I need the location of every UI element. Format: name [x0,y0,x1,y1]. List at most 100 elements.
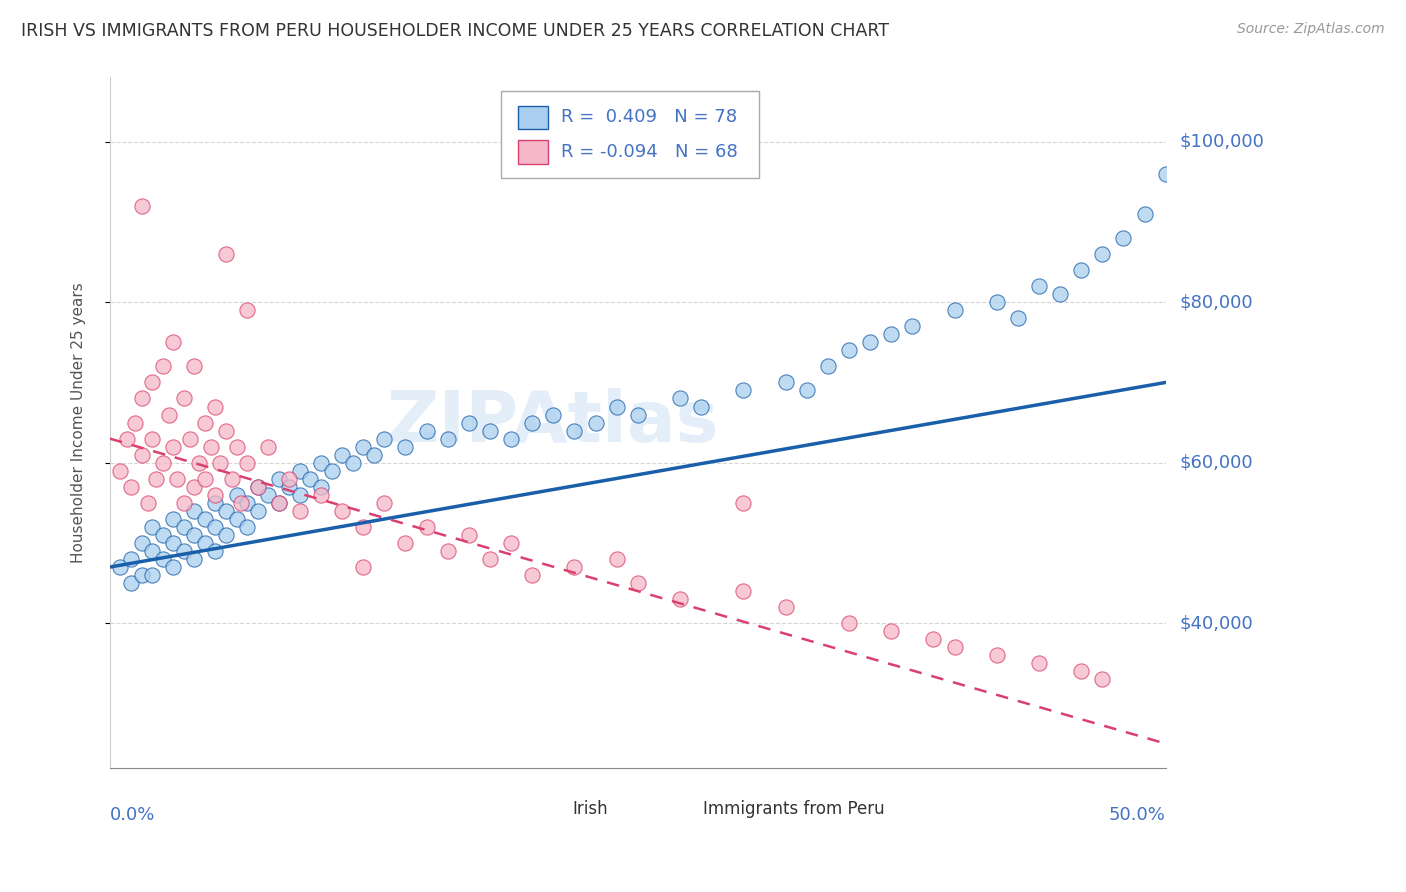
Point [267,496,290,510]
Point [162,536,184,550]
Point [157,408,180,422]
Point [352,440,374,454]
Point [288,488,311,502]
Point [204,400,226,414]
Point [880,327,903,342]
Point [796,384,818,398]
Point [1028,279,1050,293]
Point [208,456,231,470]
Point [478,424,501,438]
Point [257,488,280,502]
Point [330,448,353,462]
Text: $100,000: $100,000 [1180,133,1264,151]
Point [225,488,247,502]
Point [457,416,479,430]
Point [278,480,301,494]
Point [204,496,226,510]
Point [627,408,650,422]
Point [183,359,205,374]
Point [669,592,692,607]
Point [278,472,301,486]
Point [204,520,226,534]
Point [585,416,607,430]
Point [215,424,238,438]
Point [394,440,416,454]
Point [1049,287,1071,301]
Point [564,424,586,438]
Point [733,384,755,398]
Point [204,488,226,502]
Point [690,400,713,414]
Point [564,560,586,574]
Point [145,472,167,486]
Text: $60,000: $60,000 [1180,454,1253,472]
Point [1091,673,1114,687]
Point [229,496,252,510]
Point [236,496,259,510]
Point [236,456,259,470]
FancyBboxPatch shape [675,801,697,819]
Point [1091,247,1114,261]
Point [166,472,188,486]
Point [173,544,195,558]
Point [187,456,209,470]
Point [131,392,153,406]
Point [162,440,184,454]
Point [141,376,163,390]
Point [225,440,247,454]
Point [457,528,479,542]
Point [838,616,860,631]
Point [415,424,437,438]
Text: Source: ZipAtlas.com: Source: ZipAtlas.com [1237,22,1385,37]
Point [880,624,903,639]
Point [901,319,924,334]
Point [120,576,142,591]
Point [225,512,247,526]
Point [859,335,882,350]
Point [152,359,174,374]
Text: IRISH VS IMMIGRANTS FROM PERU HOUSEHOLDER INCOME UNDER 25 YEARS CORRELATION CHAR: IRISH VS IMMIGRANTS FROM PERU HOUSEHOLDE… [21,22,889,40]
Point [162,335,184,350]
Point [543,408,565,422]
Point [194,536,217,550]
Point [733,584,755,599]
Point [162,560,184,574]
Point [131,199,153,213]
Point [246,504,269,518]
Point [267,496,290,510]
Point [309,488,332,502]
Point [394,536,416,550]
Point [152,456,174,470]
Point [627,576,650,591]
Point [221,472,243,486]
Point [352,560,374,574]
Point [173,392,195,406]
Point [943,640,966,655]
Point [173,496,195,510]
Point [141,568,163,582]
Text: Irish: Irish [572,800,607,818]
Point [246,480,269,494]
Point [136,496,159,510]
FancyBboxPatch shape [519,106,548,129]
Point [373,432,395,446]
FancyBboxPatch shape [543,801,567,819]
Point [330,504,353,518]
Point [173,520,195,534]
Point [215,504,238,518]
Point [267,472,290,486]
Point [363,448,385,462]
Point [817,359,839,374]
Point [1112,231,1135,245]
Point [499,432,522,446]
Point [141,544,163,558]
Text: 50.0%: 50.0% [1109,805,1166,823]
Point [606,400,628,414]
Point [1007,311,1029,326]
Point [522,416,544,430]
Point [204,544,226,558]
Point [733,496,755,510]
Point [141,520,163,534]
FancyBboxPatch shape [519,140,548,164]
Point [236,303,259,318]
